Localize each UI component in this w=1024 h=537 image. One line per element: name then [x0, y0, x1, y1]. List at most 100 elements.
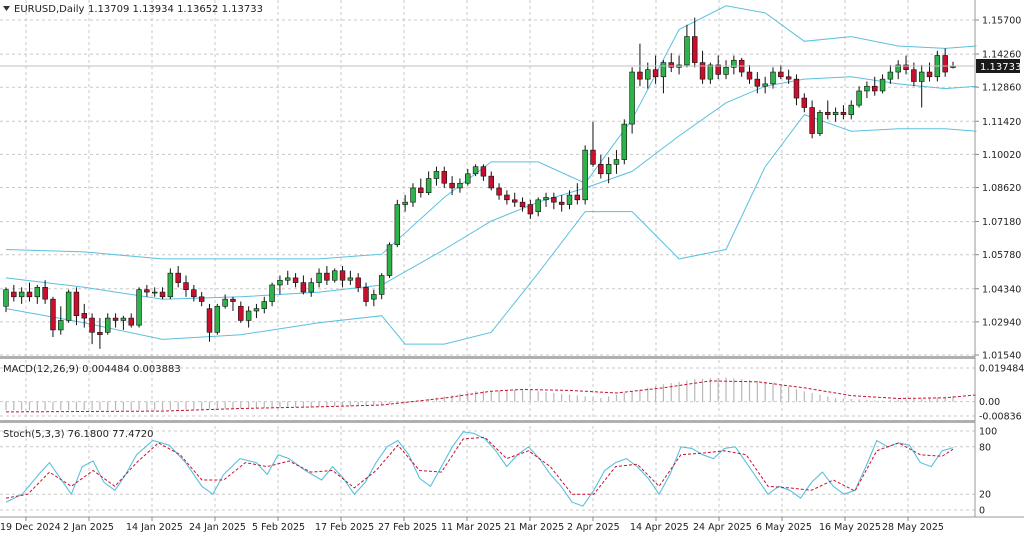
candle: [11, 284, 17, 302]
candle: [918, 64, 925, 108]
candle: [723, 60, 729, 80]
candle: [112, 313, 119, 328]
candle: [754, 72, 761, 94]
candle: [371, 289, 377, 307]
candle: [566, 190, 573, 210]
candle: [292, 273, 299, 288]
candle: [65, 289, 72, 323]
candle: [778, 64, 784, 80]
price-tick-label: 1.14260: [982, 50, 1021, 61]
candle: [825, 100, 831, 120]
candle: [394, 199, 401, 248]
candle: [582, 145, 588, 205]
candle: [18, 287, 25, 304]
candle: [206, 303, 213, 342]
candle: [621, 119, 628, 165]
x-axis-date-label: 17 Feb 2025: [315, 522, 374, 533]
x-axis-date-label: 24 Jan 2025: [189, 522, 246, 533]
price-tick-label: 1.15700: [982, 16, 1021, 27]
collapse-triangle-icon[interactable]: [3, 6, 10, 11]
macd-panel: [5, 377, 977, 413]
candle: [418, 178, 424, 198]
candle: [535, 197, 541, 217]
candle: [425, 171, 432, 196]
stoch-tick-label: 80: [979, 442, 991, 453]
candle: [222, 294, 228, 309]
candle: [527, 199, 534, 219]
candle: [151, 287, 158, 297]
candle: [316, 268, 322, 288]
candle: [770, 67, 776, 89]
candle: [817, 109, 823, 136]
candle: [488, 171, 494, 191]
candle: [183, 275, 189, 297]
macd-label: MACD(12,26,9) 0.004484 0.003883: [3, 364, 181, 375]
stoch-main-line: [5, 431, 954, 507]
candle: [465, 169, 471, 186]
candle: [449, 176, 455, 196]
macd-signal-line: [5, 380, 977, 413]
candle: [668, 53, 674, 73]
ohlc-values: 1.13709 1.13934 1.13652 1.13733: [88, 4, 263, 15]
candle: [238, 301, 244, 323]
macd-tick-label: -0.00836: [979, 412, 1022, 423]
candle: [324, 266, 330, 285]
candle: [3, 287, 9, 313]
candle: [347, 270, 354, 285]
stoch-tick-label: 0: [979, 506, 985, 517]
price-tick-label: 1.08620: [982, 183, 1021, 194]
x-axis-date-label: 14 Jan 2025: [126, 522, 183, 533]
candle: [191, 284, 197, 302]
candle: [363, 282, 369, 307]
x-axis-date-label: 27 Feb 2025: [378, 522, 437, 533]
candle: [684, 24, 690, 68]
stochastic-panel: [5, 431, 954, 507]
candle: [519, 197, 526, 212]
x-axis-date-label: 2 Apr 2025: [567, 522, 620, 533]
symbol-timeframe: EURUSD,Daily: [14, 4, 85, 15]
x-axis-date-label: 6 May 2025: [756, 522, 812, 533]
candle: [159, 287, 166, 300]
candle: [175, 266, 181, 288]
candle: [42, 280, 48, 304]
candle: [50, 296, 56, 338]
candle: [887, 64, 894, 84]
x-axis-date-label: 14 Apr 2025: [630, 522, 689, 533]
candle: [261, 296, 267, 314]
candle: [911, 62, 917, 87]
stoch-tick-label: 100: [979, 427, 997, 438]
candle: [285, 270, 291, 285]
candle: [848, 100, 854, 120]
candle: [128, 313, 134, 328]
candle: [97, 318, 103, 349]
candle: [214, 303, 221, 335]
macd-tick-label: 0.00: [979, 397, 1000, 408]
candle: [785, 69, 792, 84]
candle: [308, 277, 314, 297]
candle: [605, 157, 612, 184]
candle: [746, 64, 753, 84]
candle: [840, 105, 847, 120]
candle: [355, 273, 361, 293]
price-tick-label: 1.07180: [982, 217, 1021, 228]
x-axis-date-label: 21 Mar 2025: [504, 522, 564, 533]
candle: [26, 282, 33, 302]
candle: [34, 284, 41, 304]
candle: [89, 313, 95, 345]
candle: [253, 303, 260, 319]
candle: [793, 74, 800, 106]
bollinger-lower-line: [5, 114, 977, 345]
x-axis-date-label: 19 Dec 2024: [0, 522, 61, 533]
candle: [864, 81, 870, 99]
candle: [950, 61, 956, 69]
candle: [120, 315, 127, 330]
candle: [433, 166, 440, 186]
candle: [198, 292, 205, 307]
candle: [402, 195, 408, 212]
candle: [629, 67, 635, 134]
axes: 1.15700 1.14260 1.12860 1.11420 1.10020 1.086…: [0, 16, 1024, 534]
candle: [856, 86, 862, 108]
candle: [386, 242, 393, 278]
candle: [590, 121, 596, 167]
